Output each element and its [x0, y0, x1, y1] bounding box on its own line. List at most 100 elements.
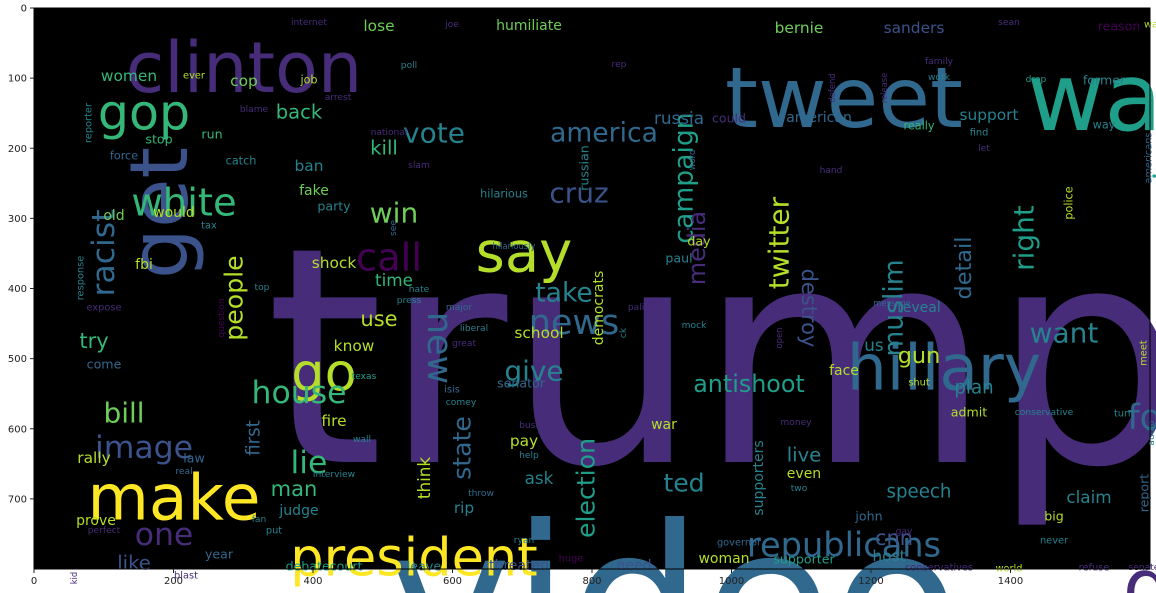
word-republicans: republicans: [747, 526, 941, 565]
word-big: big: [1044, 509, 1064, 524]
word-bill: bill: [103, 397, 144, 430]
word-fake: fake: [299, 183, 329, 199]
word-throw: throw: [468, 489, 494, 499]
word-live: live: [787, 444, 822, 467]
word-destroy: destroy: [797, 269, 821, 348]
word-see: see: [389, 220, 399, 236]
word-muslim: muslim: [879, 259, 910, 356]
word-war: war: [651, 417, 677, 433]
word-us: us: [864, 335, 883, 355]
word-let: let: [978, 144, 990, 154]
word-admit: admit: [951, 405, 987, 420]
word-police: police: [1063, 186, 1076, 219]
word-president: president: [290, 528, 537, 589]
word-internet: internet: [291, 18, 327, 28]
word-leave: leave: [407, 559, 441, 574]
word-national: national: [371, 128, 408, 138]
word-plan: plan: [954, 378, 993, 399]
word-cnn: cnn: [875, 526, 913, 550]
word-press: press: [397, 296, 422, 306]
word-texas: texas: [352, 372, 377, 382]
word-poll: poll: [401, 61, 417, 71]
word-gun: gun: [898, 343, 941, 369]
x-tick-label: 200: [164, 576, 183, 587]
word-racist: racist: [86, 209, 122, 296]
word-call: call: [356, 236, 422, 281]
word-family: family: [925, 57, 954, 67]
word-get: get: [112, 147, 206, 279]
word-humiliate: humiliate: [496, 18, 562, 34]
word-major: major: [446, 303, 473, 313]
word-really: really: [904, 120, 935, 133]
word-russia: russia: [654, 108, 704, 128]
word-tweet: tweet: [725, 49, 963, 147]
word-media: media: [683, 211, 711, 285]
word-liberal: liberal: [460, 324, 488, 334]
word-refuse: refuse: [1079, 563, 1110, 574]
x-axis-ticks: 0 200 400 600 800 1000 1200 1400: [31, 569, 1023, 587]
word-sarah: sarah: [932, 323, 955, 333]
x-tick-label: 1000: [719, 576, 744, 587]
x-tick-label: 1400: [998, 576, 1023, 587]
word-supporter: supporter: [773, 552, 835, 567]
word-gay: gay: [896, 527, 913, 537]
word-back: back: [276, 101, 323, 124]
word-antishoot: antishoot: [693, 370, 805, 398]
word-work: work: [928, 73, 951, 83]
word-party: party: [317, 199, 351, 214]
word-school: school: [514, 324, 563, 342]
word-white: white: [131, 181, 236, 226]
word-year: year: [205, 547, 234, 562]
word-shock: shock: [312, 254, 357, 272]
y-tick-label: 200: [8, 144, 27, 155]
word-open: open: [774, 328, 784, 349]
word-interview: interview: [313, 470, 356, 480]
word-message: message: [873, 298, 911, 308]
word-mock: mock: [682, 321, 707, 331]
word-tax: tax: [201, 221, 217, 232]
word-sean: sean: [998, 18, 1020, 28]
word-day: day: [687, 234, 711, 249]
word-americans: americans: [1144, 132, 1155, 183]
word-report: report: [1137, 474, 1152, 513]
word-reporter: reporter: [84, 102, 95, 143]
word-ever: ever: [183, 71, 206, 82]
x-tick-label: 400: [303, 576, 322, 587]
word-twitter: twitter: [763, 196, 796, 289]
word-money: money: [780, 418, 812, 428]
word-joe: joe: [444, 20, 459, 30]
word-find: find: [970, 128, 989, 139]
word-would: would: [153, 205, 195, 221]
word-like: like: [117, 552, 151, 575]
word-cruz: cruz: [549, 177, 608, 210]
word-catch: catch: [226, 155, 257, 168]
y-tick-label: 300: [8, 214, 27, 225]
word-question: question: [217, 298, 227, 337]
word-fbi: fbi: [135, 257, 153, 273]
x-tick-label: 600: [443, 576, 462, 587]
word-new: new: [419, 312, 459, 384]
word-speech: speech: [887, 482, 952, 503]
word-news: news: [529, 303, 620, 343]
word-people: people: [220, 255, 249, 340]
word-want: want: [1030, 317, 1099, 350]
word-woman: woman: [698, 551, 749, 567]
word-job: job: [299, 74, 317, 87]
word-right: right: [1008, 205, 1041, 271]
word-ask: ask: [525, 468, 554, 488]
word-say: say: [476, 221, 573, 286]
y-axis-ticks: 0 100 200 300 400 500 600 700: [8, 4, 34, 505]
word-conservatives: conservatives: [905, 563, 973, 574]
y-tick-label: 0: [21, 4, 27, 15]
word-senator: senator: [497, 376, 546, 391]
word-women: women: [101, 67, 157, 85]
y-tick-label: 400: [8, 284, 27, 295]
word-prove: prove: [76, 513, 116, 529]
word-pay: pay: [510, 432, 538, 450]
word-house: house: [252, 375, 347, 411]
word-american: american: [786, 110, 852, 126]
word-great: great: [452, 339, 476, 349]
word-fan: fan: [252, 515, 267, 525]
word-palin: palin: [628, 303, 650, 313]
y-tick-label: 100: [8, 74, 27, 85]
